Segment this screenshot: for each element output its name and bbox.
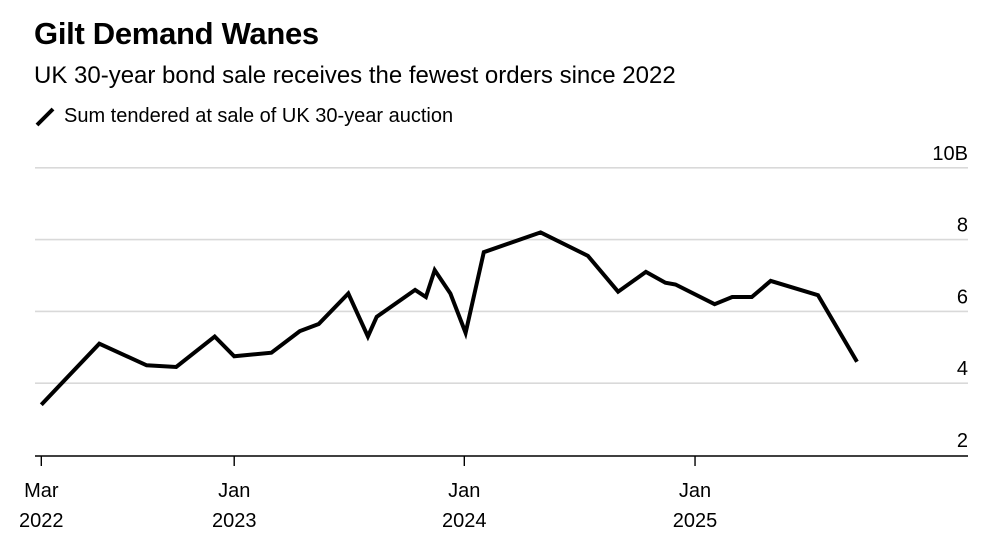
y-tick-label-4: 4 [957,358,968,380]
chart-subtitle: UK 30-year bond sale receives the fewest… [34,62,676,89]
y-tick-label-10: 10B [932,143,968,165]
legend: Sum tendered at sale of UK 30-year aucti… [34,105,453,128]
series-line-0 [39,230,859,407]
x-tick-label-month-0: Mar [24,480,59,502]
x-tick-label-month-3: Jan [679,480,711,502]
x-tick-label-month-2: Jan [448,480,480,502]
x-tick-label-month-1: Jan [218,480,250,502]
x-tick-label-year-2: 2024 [442,510,487,532]
x-tick-label-year-3: 2025 [673,510,718,532]
x-tick-label-year-1: 2023 [212,510,257,532]
y-tick-label-6: 6 [957,286,968,308]
y-tick-label-8: 8 [957,215,968,237]
legend-line-icon [35,107,55,126]
legend-label: Sum tendered at sale of UK 30-year aucti… [64,105,454,127]
chart-title: Gilt Demand Wanes [34,16,319,51]
y-tick-label-2: 2 [957,430,968,452]
x-tick-label-year-0: 2022 [19,510,64,532]
